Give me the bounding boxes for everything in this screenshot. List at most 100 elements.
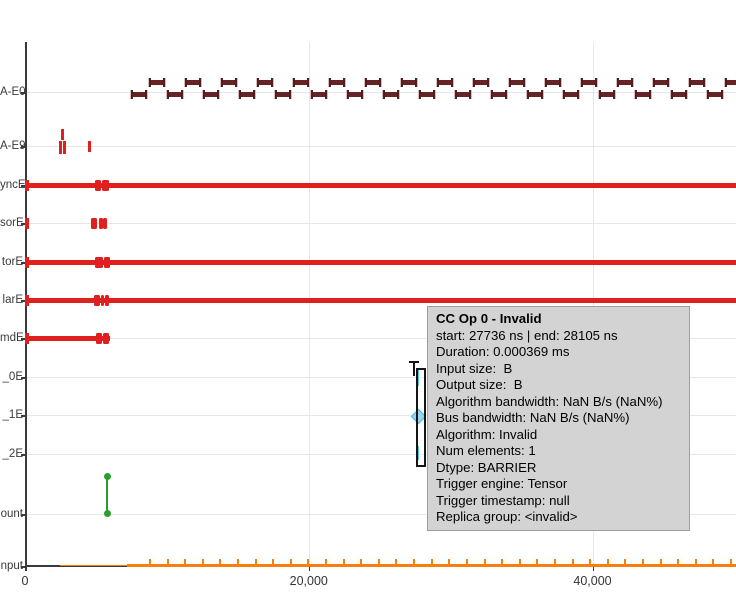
input-track-tick[interactable] xyxy=(166,558,169,564)
dma-intervals-interval[interactable] xyxy=(652,77,671,87)
dma-intervals-interval[interactable] xyxy=(508,77,527,87)
dma-e9-events-tick[interactable] xyxy=(60,128,64,140)
dma-intervals-interval[interactable] xyxy=(724,77,736,87)
dma-intervals-interval[interactable] xyxy=(238,89,257,99)
dma-intervals-interval[interactable] xyxy=(184,77,202,87)
input-track-tick[interactable] xyxy=(712,558,715,564)
dma-intervals-interval[interactable] xyxy=(688,77,707,87)
dma-intervals-interval[interactable] xyxy=(364,77,383,87)
vector-engine-track-burst[interactable] xyxy=(104,256,110,268)
tensor-engine-track-cap[interactable] xyxy=(25,217,29,229)
dma-e9-events-tick[interactable] xyxy=(87,140,91,152)
dma-intervals-interval[interactable] xyxy=(256,77,275,87)
scalar-engine-track-burst[interactable] xyxy=(101,294,104,306)
dma-intervals-interval[interactable] xyxy=(634,89,653,99)
gpsimd-engine-track-cap[interactable] xyxy=(25,332,29,344)
scalar-engine-track-burst[interactable] xyxy=(93,294,100,306)
dma-e9-events-tick[interactable] xyxy=(59,140,63,154)
dma-intervals-interval[interactable] xyxy=(400,77,419,87)
input-track-tick[interactable] xyxy=(571,558,574,564)
count-range-marker-dot-bottom[interactable] xyxy=(103,509,111,517)
dma-intervals-interval[interactable] xyxy=(454,89,473,99)
scalar-engine-track-cap[interactable] xyxy=(25,294,29,306)
input-track-tick[interactable] xyxy=(289,558,292,564)
input-track-tick[interactable] xyxy=(395,558,398,564)
input-track-tick[interactable] xyxy=(254,558,257,564)
input-track-tick[interactable] xyxy=(624,558,627,564)
input-track-tick[interactable] xyxy=(483,558,486,564)
sync-engine-track-cap[interactable] xyxy=(25,179,29,191)
tensor-engine-track-burst[interactable] xyxy=(91,217,98,229)
dma-intervals-interval[interactable] xyxy=(382,89,401,99)
dma-intervals-interval[interactable] xyxy=(472,77,491,87)
input-track-tick[interactable] xyxy=(501,558,504,564)
input-track-tick[interactable] xyxy=(606,558,609,564)
tensor-engine-track-burst[interactable] xyxy=(103,217,108,229)
gpsimd-engine-track-burst[interactable] xyxy=(95,332,102,344)
input-track-tick[interactable] xyxy=(377,558,380,564)
input-track-tick[interactable] xyxy=(413,558,416,564)
dma-intervals-interval[interactable] xyxy=(598,89,617,99)
hovered-op-outline[interactable] xyxy=(416,368,427,467)
input-track-tick[interactable] xyxy=(149,558,151,564)
dma-intervals-interval[interactable] xyxy=(706,89,725,99)
dma-intervals-interval[interactable] xyxy=(328,77,347,87)
dma-intervals-interval[interactable] xyxy=(220,77,239,87)
dma-intervals-interval[interactable] xyxy=(274,89,293,99)
dma-intervals-interval[interactable] xyxy=(418,89,437,99)
dma-intervals-interval[interactable] xyxy=(544,77,563,87)
scalar-engine-track-burst[interactable] xyxy=(105,294,109,306)
dma-intervals-interval[interactable] xyxy=(202,89,221,99)
input-track-tick[interactable] xyxy=(694,558,697,564)
dma-intervals-interval[interactable] xyxy=(292,77,311,87)
input-track-tick[interactable] xyxy=(465,558,468,564)
dma-intervals-interval[interactable] xyxy=(670,89,689,99)
input-track-tick[interactable] xyxy=(448,558,451,564)
input-track-tick[interactable] xyxy=(360,558,363,564)
input-track-tick[interactable] xyxy=(677,558,680,564)
input-track-tick[interactable] xyxy=(553,558,556,564)
dma-intervals-interval[interactable] xyxy=(616,77,635,87)
scalar-engine-track-line[interactable] xyxy=(25,297,736,303)
input-track-tick[interactable] xyxy=(307,558,310,564)
gpsimd-engine-track-burst[interactable] xyxy=(103,332,110,344)
input-track-thin-line[interactable] xyxy=(60,564,130,566)
dma-intervals-interval[interactable] xyxy=(436,77,455,87)
input-track-tick[interactable] xyxy=(536,558,539,564)
input-track-tick[interactable] xyxy=(430,558,433,564)
input-track-tick[interactable] xyxy=(184,558,187,564)
input-track-tick[interactable] xyxy=(272,558,275,564)
input-track-thick-line[interactable] xyxy=(127,563,736,567)
sync-engine-track-burst[interactable] xyxy=(102,179,110,191)
dma-e9-events-tick[interactable] xyxy=(62,140,66,154)
dma-intervals-interval[interactable] xyxy=(490,89,509,99)
dma-intervals-interval[interactable] xyxy=(526,89,545,99)
count-range-marker-stem[interactable] xyxy=(106,476,108,513)
gpsimd-engine-track-line[interactable] xyxy=(25,335,110,341)
dma-intervals-interval[interactable] xyxy=(166,89,184,99)
input-track-tick[interactable] xyxy=(325,558,328,564)
input-track-tick[interactable] xyxy=(518,558,521,564)
dma-intervals-interval[interactable] xyxy=(346,89,365,99)
dma-intervals-interval[interactable] xyxy=(148,77,166,87)
input-track-tick[interactable] xyxy=(342,558,345,564)
vector-engine-track-line[interactable] xyxy=(25,259,736,265)
dma-intervals-interval[interactable] xyxy=(580,77,599,87)
count-range-marker-dot-top[interactable] xyxy=(103,472,111,480)
dma-intervals-interval[interactable] xyxy=(562,89,581,99)
sync-engine-track-line[interactable] xyxy=(25,182,736,188)
dma-intervals-interval[interactable] xyxy=(130,89,148,99)
sync-engine-track-burst[interactable] xyxy=(95,179,102,191)
vector-engine-track-cap[interactable] xyxy=(25,256,29,268)
input-track-tick[interactable] xyxy=(589,558,592,564)
tensor-engine-track-burst[interactable] xyxy=(98,217,103,229)
input-track-tick[interactable] xyxy=(730,558,733,564)
input-track-tick[interactable] xyxy=(219,558,222,564)
vector-engine-track-burst[interactable] xyxy=(95,256,103,268)
input-track-tick[interactable] xyxy=(659,558,662,564)
input-track-tick[interactable] xyxy=(237,558,240,564)
input-track-tick[interactable] xyxy=(641,558,644,564)
dma-intervals-interval[interactable] xyxy=(310,89,329,99)
input-track-tick[interactable] xyxy=(201,558,204,564)
